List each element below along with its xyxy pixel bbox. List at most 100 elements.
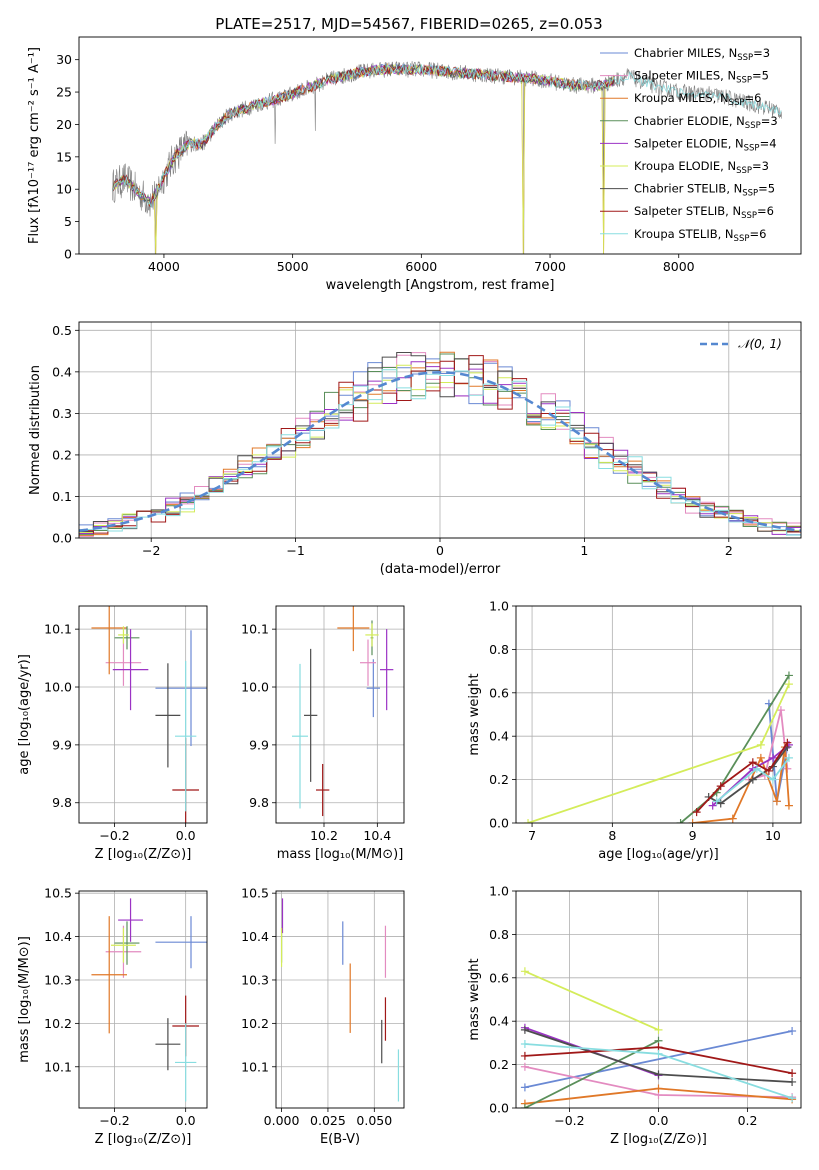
plus-marker bbox=[520, 1083, 529, 1092]
errorbar-point bbox=[366, 659, 380, 718]
legend-entry: Salpeter STELIB, NSSP=6 bbox=[634, 204, 774, 221]
legend-entry: Salpeter MILES, NSSP=5 bbox=[634, 69, 769, 86]
y-tick-label: 0.0 bbox=[489, 1101, 509, 1116]
mass-weight-line bbox=[716, 757, 790, 802]
plus-marker bbox=[654, 1070, 663, 1079]
legend-entry: Chabrier ELODIE, NSSP=3 bbox=[634, 114, 778, 131]
mass-weight-line bbox=[692, 746, 790, 823]
plus-marker bbox=[520, 1051, 529, 1060]
y-tick-label: 0.6 bbox=[489, 685, 509, 700]
y-tick-label: 0.1 bbox=[52, 489, 72, 504]
axes-frame bbox=[515, 890, 802, 1109]
mass-vs-ebv-plot-area bbox=[280, 898, 400, 1102]
y-tick-label: 9.9 bbox=[249, 737, 269, 752]
x-tick-label: 8 bbox=[608, 828, 616, 843]
errorbar-point bbox=[337, 606, 370, 652]
normal-legend-label: 𝒩(0, 1) bbox=[738, 337, 782, 351]
plus-marker bbox=[756, 740, 765, 749]
mass-vs-ebv-panel: 0.000 0.025 0.050 10.1 10.2 10.3 10.4 10.5 E(B-V… bbox=[241, 886, 405, 1147]
x-tick-label: 6000 bbox=[405, 259, 437, 274]
x-axis-label: Z [log₁₀(Z/Z⊙)] bbox=[95, 847, 192, 862]
plus-marker bbox=[520, 1025, 529, 1034]
age-vs-Z-panel: −0.2 0.0 9.8 9.9 10.0 10.1 Z [log₁₀(Z/Z⊙)] age … bbox=[17, 605, 208, 862]
y-tick-label: 10.1 bbox=[44, 622, 72, 637]
y-tick-label: 0 bbox=[64, 247, 72, 262]
massweight-vs-Z-panel: −0.2 0.0 0.2 0.0 0.2 0.4 0.6 0.8 1.0 Z [log₁₀(Z/Z… bbox=[467, 884, 802, 1147]
y-tick-label: 25 bbox=[56, 85, 72, 100]
x-tick-label: 0.0 bbox=[176, 828, 196, 843]
errorbar-point bbox=[105, 639, 142, 686]
errorbar-point bbox=[112, 629, 149, 711]
plus-marker bbox=[784, 801, 793, 810]
massweight-vs-age-plot-area bbox=[524, 671, 793, 823]
plus-marker bbox=[748, 775, 757, 784]
x-axis-label: (data-model)/error bbox=[380, 562, 501, 577]
y-tick-label: 30 bbox=[56, 52, 72, 67]
y-axis-label: Flux [fλ10⁻¹⁷ erg cm⁻² s⁻¹ A⁻¹] bbox=[27, 47, 42, 244]
spectrum-data-line bbox=[112, 61, 782, 254]
plus-marker bbox=[748, 758, 757, 767]
y-tick-label: 9.8 bbox=[249, 795, 269, 810]
y-tick-label: 10.0 bbox=[241, 680, 269, 695]
plus-marker bbox=[524, 819, 533, 823]
errorbar-point bbox=[155, 916, 207, 969]
axes-frame bbox=[78, 605, 208, 824]
legend-entry: Kroupa MILES, NSSP=6 bbox=[634, 91, 761, 108]
plus-marker bbox=[520, 1062, 529, 1071]
x-tick-label: 10 bbox=[765, 828, 781, 843]
x-axis-label: Z [log₁₀(Z/Z⊙)] bbox=[95, 1132, 192, 1147]
x-tick-label: 0.000 bbox=[264, 1113, 300, 1128]
x-tick-label: −1 bbox=[286, 543, 304, 558]
x-tick-label: 0.025 bbox=[310, 1113, 346, 1128]
mass-weight-line bbox=[524, 1030, 793, 1089]
errorbar-point bbox=[380, 629, 394, 711]
x-tick-label: 4000 bbox=[148, 259, 180, 274]
plus-marker bbox=[654, 1084, 663, 1093]
errorbar-point bbox=[111, 927, 136, 963]
y-axis-label: Normed distribution bbox=[28, 365, 43, 495]
model-line-kroupa-stelib bbox=[112, 64, 782, 209]
errorbar-point bbox=[155, 630, 207, 747]
errorbar-point bbox=[114, 921, 140, 965]
x-tick-label: 10.2 bbox=[310, 828, 338, 843]
y-tick-label: 0.2 bbox=[52, 447, 72, 462]
y-tick-label: 15 bbox=[56, 149, 72, 164]
y-tick-label: 10.5 bbox=[44, 886, 72, 901]
axes-frame bbox=[515, 605, 802, 824]
errorbar-point bbox=[365, 623, 379, 647]
x-tick-label: 2 bbox=[725, 543, 733, 558]
y-tick-label: 10.2 bbox=[44, 1016, 72, 1031]
plus-marker bbox=[520, 967, 529, 976]
residuals-plot-area bbox=[79, 351, 801, 537]
spectrum-panel: 4000 5000 6000 7000 8000 0 5 10 15 20 25 30 waveleng… bbox=[27, 15, 802, 293]
y-tick-label: 0.3 bbox=[52, 406, 72, 421]
y-tick-label: 0.2 bbox=[489, 1057, 509, 1072]
x-tick-label: 0.2 bbox=[738, 1113, 758, 1128]
errorbar-point bbox=[114, 626, 140, 650]
y-tick-label: 1.0 bbox=[489, 599, 509, 614]
y-tick-label: 5 bbox=[64, 214, 72, 229]
errorbar-point bbox=[155, 1018, 181, 1071]
x-axis-label: wavelength [Angstrom, rest frame] bbox=[326, 278, 555, 293]
errorbar-point bbox=[316, 763, 330, 817]
y-tick-label: 0.8 bbox=[489, 927, 509, 942]
spectrum-plot-area bbox=[112, 61, 782, 254]
plus-marker bbox=[654, 1025, 663, 1034]
y-tick-label: 0.4 bbox=[489, 729, 509, 744]
y-tick-label: 10.1 bbox=[241, 1059, 269, 1074]
plus-marker bbox=[788, 1026, 797, 1035]
legend-entry: Salpeter ELODIE, NSSP=4 bbox=[634, 136, 777, 153]
errorbar-point bbox=[118, 626, 129, 644]
x-tick-label: 7000 bbox=[534, 259, 566, 274]
y-tick-label: 10.1 bbox=[241, 622, 269, 637]
mass-weight-line bbox=[524, 970, 659, 1031]
plus-marker bbox=[768, 775, 777, 784]
plus-marker bbox=[772, 797, 781, 806]
errorbar-point bbox=[175, 1023, 197, 1102]
y-axis-label: age [log₁₀(age/yr)] bbox=[17, 654, 32, 775]
x-tick-label: −0.2 bbox=[99, 828, 129, 843]
model-line-salpeter-stelib bbox=[112, 64, 615, 207]
chart-title: PLATE=2517, MJD=54567, FIBERID=0265, z=0… bbox=[215, 15, 602, 33]
x-tick-label: 10.4 bbox=[363, 828, 391, 843]
y-tick-label: 10.3 bbox=[241, 972, 269, 987]
